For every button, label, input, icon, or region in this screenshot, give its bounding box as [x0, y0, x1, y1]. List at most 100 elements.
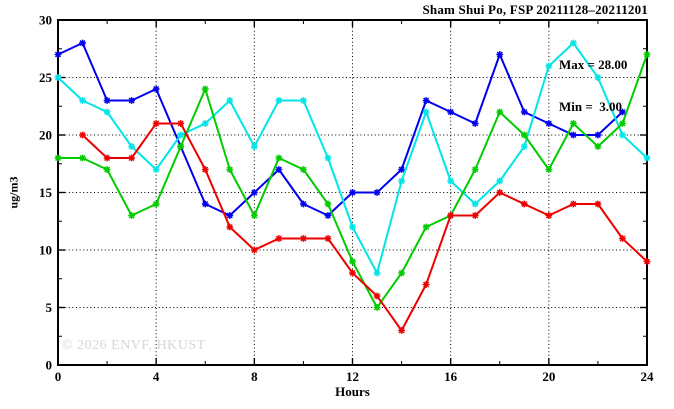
series-cyan-marker — [545, 62, 553, 70]
series-red-marker — [349, 269, 356, 277]
series-cyan-marker — [79, 97, 86, 104]
chart-title: Sham Shui Po, FSP 20211128–20211201 — [422, 2, 648, 17]
series-cyan-marker — [54, 74, 62, 81]
x-tick-label: 4 — [153, 369, 160, 384]
series-red-marker — [128, 154, 136, 162]
series-red-marker — [398, 327, 405, 334]
series-green-marker — [201, 85, 209, 93]
series-red-marker — [619, 235, 626, 242]
y-tick-label: 25 — [39, 70, 53, 85]
series-green-marker — [79, 154, 86, 162]
series-green-marker — [643, 51, 651, 58]
series-blue-marker — [373, 189, 381, 196]
series-blue-marker — [300, 200, 307, 208]
series-blue-marker — [520, 108, 528, 116]
series-red-marker — [373, 292, 381, 300]
series-green-marker — [398, 269, 405, 277]
series-green-marker — [496, 108, 504, 116]
series-blue-marker — [79, 39, 86, 47]
series-cyan-marker — [275, 97, 283, 104]
series-cyan-marker — [447, 177, 455, 185]
series-cyan-marker — [569, 39, 577, 47]
series-green-marker — [520, 131, 528, 139]
series-red-marker — [520, 200, 528, 208]
y-tick-label: 5 — [46, 300, 53, 315]
series-green-marker — [250, 212, 258, 219]
series-green-marker — [177, 143, 185, 150]
series-cyan-marker — [422, 108, 430, 116]
series-blue-marker — [447, 108, 455, 116]
series-blue-marker — [496, 51, 504, 58]
series-red-marker — [250, 246, 258, 254]
series-red-marker — [545, 212, 553, 219]
series-green-marker — [594, 143, 602, 150]
series-blue-marker — [619, 108, 626, 116]
series-green-marker — [324, 200, 332, 208]
series-red-marker — [422, 281, 430, 288]
series-cyan-marker — [398, 177, 405, 185]
series-green-marker — [373, 304, 381, 311]
y-axis-label: ug/m3 — [6, 176, 21, 209]
watermark-text: © 2026 ENVF, HKUST — [62, 338, 206, 353]
series-cyan-marker — [152, 166, 160, 173]
series-red-marker — [79, 131, 86, 139]
series-cyan-marker — [643, 154, 651, 162]
y-tick-label: 15 — [39, 185, 53, 200]
series-blue-marker — [54, 51, 62, 58]
series-blue-marker — [250, 189, 258, 196]
series-blue-marker — [152, 85, 160, 93]
series-cyan-marker — [349, 223, 356, 231]
x-axis-label: Hours — [335, 384, 370, 399]
series-cyan-marker — [496, 177, 504, 185]
series-red-line — [81, 122, 648, 332]
y-tick-label: 0 — [46, 358, 53, 373]
series-blue-marker — [275, 166, 283, 173]
y-tick-label: 30 — [39, 13, 52, 28]
x-tick-label: 24 — [641, 369, 655, 384]
series-cyan-marker — [250, 143, 258, 150]
series-blue-marker — [349, 189, 356, 196]
series-green-marker — [619, 120, 626, 127]
x-tick-label: 0 — [55, 369, 62, 384]
series-blue-marker — [103, 97, 111, 104]
series-red-marker — [447, 212, 455, 219]
series-red-marker — [594, 200, 602, 208]
series-cyan-marker — [619, 131, 626, 139]
y-tick-label: 20 — [39, 128, 52, 143]
series-green-marker — [103, 166, 111, 173]
series-cyan-marker — [226, 97, 234, 104]
series-green-marker — [569, 120, 577, 127]
series-blue-marker — [324, 212, 332, 219]
series-blue-marker — [226, 212, 234, 219]
series-red-marker — [103, 154, 111, 162]
series-red-marker — [324, 235, 332, 242]
series-red-marker — [226, 223, 234, 231]
series-red-marker — [496, 189, 504, 196]
series-cyan-marker — [594, 74, 602, 81]
series-green-marker — [422, 223, 430, 231]
series-green-marker — [226, 166, 234, 173]
series-blue-marker — [422, 97, 430, 104]
series-cyan-marker — [103, 108, 111, 116]
series-cyan-marker — [201, 120, 209, 127]
series-blue-marker — [545, 120, 553, 127]
series-green-marker — [54, 154, 62, 162]
series-blue-marker — [398, 166, 405, 173]
x-tick-label: 20 — [542, 369, 555, 384]
series-cyan-marker — [471, 200, 479, 208]
series-blue-marker — [201, 200, 209, 208]
series-green-marker — [152, 200, 160, 208]
series-green-marker — [349, 258, 356, 265]
series-red-marker — [201, 166, 209, 173]
series-blue-line — [57, 42, 624, 217]
y-tick-label: 10 — [39, 243, 52, 258]
series-green-marker — [275, 154, 283, 162]
max-min-annotation: Max = 28.00 Min = 3.00 — [559, 30, 627, 142]
series-blue-marker — [594, 131, 602, 139]
series-cyan-marker — [177, 131, 185, 139]
series-red-marker — [569, 200, 577, 208]
series-cyan-marker — [373, 269, 381, 277]
series-red-marker — [300, 235, 307, 242]
